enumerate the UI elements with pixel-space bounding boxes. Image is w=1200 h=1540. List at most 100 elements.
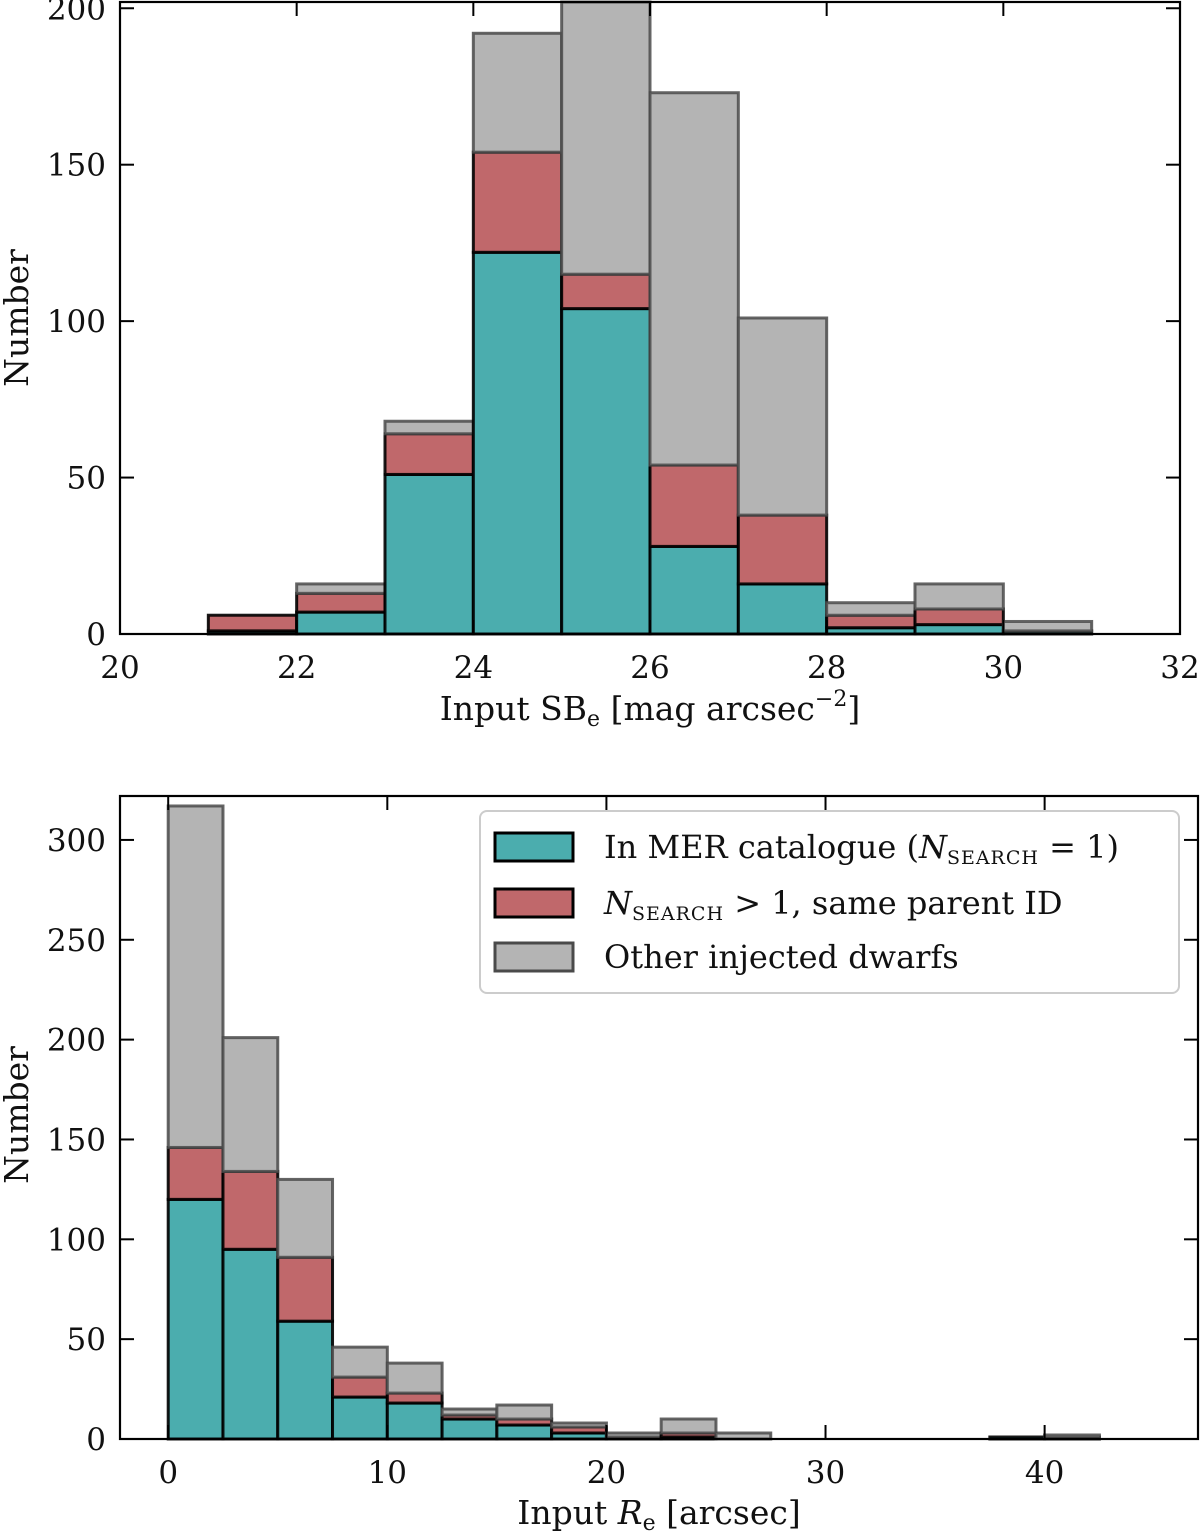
bar-other-7 bbox=[825, 601, 917, 617]
panel-re-histogram: 0 10 20 30 40 0 50 100 150 200 250 300 Number Input R… bbox=[0, 794, 1200, 1536]
legend-swatch-multi bbox=[493, 887, 575, 919]
legend-label-subscript: SEARCH bbox=[632, 903, 724, 925]
ticks: 20 22 24 26 28 30 32 0 50 100 150 200 bbox=[47, 0, 1200, 686]
legend-label-variable: N bbox=[603, 884, 633, 922]
bar-in-mer-0 bbox=[166, 1197, 225, 1441]
bar-multi-2 bbox=[383, 432, 475, 476]
x-tick-label: 40 bbox=[1025, 1455, 1064, 1491]
axes-frame bbox=[118, 794, 1200, 1441]
bar-multi-1 bbox=[221, 1169, 280, 1251]
x-label-variable: R bbox=[617, 1493, 643, 1532]
y-tick-label: 200 bbox=[47, 0, 106, 27]
legend-label-tail: > 1, same parent ID bbox=[724, 884, 1063, 922]
x-axis-label: Input Re [arcsec] bbox=[517, 1493, 800, 1536]
y-tick-label: 250 bbox=[47, 923, 106, 959]
bar-multi-6 bbox=[736, 513, 829, 586]
bar-in-mer-1 bbox=[295, 610, 387, 636]
y-tick-label: 150 bbox=[47, 148, 106, 184]
bar-in-mer-1 bbox=[221, 1247, 280, 1441]
y-tick-label: 50 bbox=[67, 1322, 106, 1358]
bar-in-mer-5 bbox=[440, 1417, 499, 1441]
x-tick-label: 30 bbox=[984, 650, 1023, 686]
x-tick-label: 0 bbox=[158, 1455, 178, 1491]
bar-multi-4 bbox=[560, 272, 652, 311]
bar-other-16 bbox=[1043, 1433, 1101, 1439]
legend-label-tail: = 1) bbox=[1039, 828, 1119, 866]
bar-other-1 bbox=[221, 1036, 280, 1173]
y-tick-label: 0 bbox=[86, 1422, 106, 1458]
bar-in-mer-3 bbox=[331, 1395, 389, 1441]
bar-other-6 bbox=[736, 316, 829, 517]
x-label-unit: [arcsec] bbox=[656, 1493, 801, 1532]
panel-sb-histogram: 20 22 24 26 28 30 32 0 50 100 150 200 Number Input SB… bbox=[0, 0, 1200, 732]
y-axis-label: Number bbox=[0, 1046, 36, 1184]
legend-label-text: In MER catalogue ( bbox=[604, 828, 919, 866]
x-label-subscript: e bbox=[587, 707, 600, 732]
x-label-unit-close: ] bbox=[847, 689, 860, 728]
bar-other-4 bbox=[385, 1361, 444, 1395]
bar-in-mer-6 bbox=[495, 1423, 554, 1441]
bar-other-5 bbox=[440, 1407, 499, 1417]
bar-other-7 bbox=[550, 1421, 608, 1429]
bar-other-9 bbox=[659, 1417, 718, 1435]
x-tick-label: 20 bbox=[587, 1455, 626, 1491]
bar-in-mer-3 bbox=[471, 250, 564, 636]
bar-other-2 bbox=[383, 419, 475, 436]
x-label-subscript: e bbox=[643, 1511, 656, 1536]
legend-label-multi: NSEARCH > 1, same parent ID bbox=[603, 884, 1063, 925]
bar-in-mer-2 bbox=[276, 1319, 335, 1441]
bar-in-mer-4 bbox=[385, 1401, 444, 1441]
x-tick-label: 30 bbox=[806, 1455, 845, 1491]
bar-multi-3 bbox=[471, 150, 564, 254]
x-label-superscript: −2 bbox=[815, 687, 847, 712]
y-tick-label: 300 bbox=[47, 823, 106, 859]
y-tick-label: 100 bbox=[47, 304, 106, 340]
x-tick-label: 24 bbox=[454, 650, 493, 686]
x-tick-label: 22 bbox=[277, 650, 316, 686]
bar-multi-0 bbox=[206, 613, 299, 633]
x-label-text: Input bbox=[517, 1493, 617, 1532]
legend-swatch-other bbox=[493, 941, 575, 973]
bar-in-mer-6 bbox=[736, 582, 829, 636]
x-tick-label: 32 bbox=[1160, 650, 1199, 686]
x-label-text: Input SB bbox=[440, 689, 587, 728]
bars bbox=[166, 804, 1101, 1441]
bar-in-mer-4 bbox=[560, 307, 652, 636]
x-tick-label: 10 bbox=[368, 1455, 407, 1491]
bar-other-2 bbox=[276, 1177, 335, 1259]
bar-multi-0 bbox=[166, 1145, 225, 1201]
ticks: 0 10 20 30 40 0 50 100 150 200 250 300 bbox=[47, 796, 1198, 1491]
bar-multi-8 bbox=[913, 607, 1005, 627]
x-tick-label: 20 bbox=[100, 650, 139, 686]
bars bbox=[206, 0, 1094, 636]
bar-multi-3 bbox=[331, 1375, 389, 1399]
legend-swatch-in-mer bbox=[493, 831, 575, 863]
bar-other-8 bbox=[604, 1431, 663, 1439]
bar-other-1 bbox=[295, 582, 387, 595]
legend-label-text: Other injected dwarfs bbox=[604, 938, 959, 976]
bar-other-6 bbox=[495, 1403, 554, 1421]
y-tick-label: 0 bbox=[86, 617, 106, 653]
legend: In MER catalogue (NSEARCH = 1)NSEARCH > … bbox=[479, 810, 1180, 994]
bar-multi-5 bbox=[648, 463, 740, 548]
y-tick-label: 50 bbox=[67, 461, 106, 497]
y-tick-label: 100 bbox=[47, 1222, 106, 1258]
legend-label-other: Other injected dwarfs bbox=[604, 938, 959, 976]
y-tick-label: 200 bbox=[47, 1023, 106, 1059]
bar-in-mer-5 bbox=[648, 544, 740, 636]
bar-other-3 bbox=[331, 1345, 389, 1379]
x-label-unit: [mag arcsec bbox=[600, 689, 815, 728]
bar-multi-1 bbox=[295, 591, 387, 614]
x-tick-label: 26 bbox=[630, 650, 669, 686]
bar-in-mer-2 bbox=[383, 472, 475, 636]
bar-other-9 bbox=[1001, 619, 1094, 633]
bar-multi-7 bbox=[825, 613, 917, 630]
y-axis-label: Number bbox=[0, 249, 36, 387]
legend-label-variable: N bbox=[918, 828, 948, 866]
x-tick-label: 28 bbox=[807, 650, 846, 686]
bar-other-5 bbox=[648, 91, 740, 467]
bar-other-3 bbox=[471, 31, 564, 154]
legend-label-subscript: SEARCH bbox=[947, 847, 1039, 869]
legend-box bbox=[479, 810, 1180, 994]
